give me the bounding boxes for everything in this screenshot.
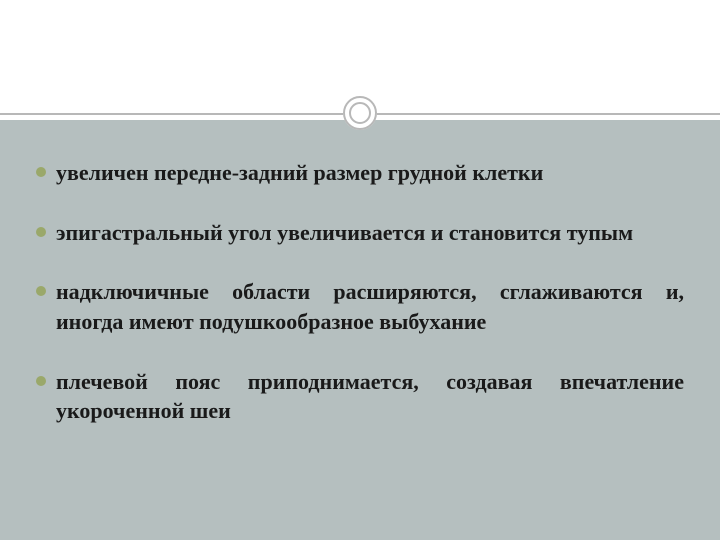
slide-header-region <box>0 0 720 120</box>
bullet-icon <box>36 167 46 177</box>
list-item: надключичные области расширяются, сглажи… <box>36 277 684 336</box>
list-item: увеличен передне-задний размер грудной к… <box>36 158 684 188</box>
bullet-text: эпигастральный угол увеличивается и стан… <box>56 218 684 248</box>
bullet-icon <box>36 286 46 296</box>
bullet-icon <box>36 376 46 386</box>
list-item: плечевой пояс приподнимается, создавая в… <box>36 367 684 426</box>
slide-content-region: увеличен передне-задний размер грудной к… <box>0 120 720 540</box>
list-item: эпигастральный угол увеличивается и стан… <box>36 218 684 248</box>
bullet-text: плечевой пояс приподнимается, создавая в… <box>56 367 684 426</box>
bullet-text: увеличен передне-задний размер грудной к… <box>56 158 684 188</box>
bullet-text: надключичные области расширяются, сглажи… <box>56 277 684 336</box>
divider-ornament <box>343 96 377 130</box>
bullet-icon <box>36 227 46 237</box>
